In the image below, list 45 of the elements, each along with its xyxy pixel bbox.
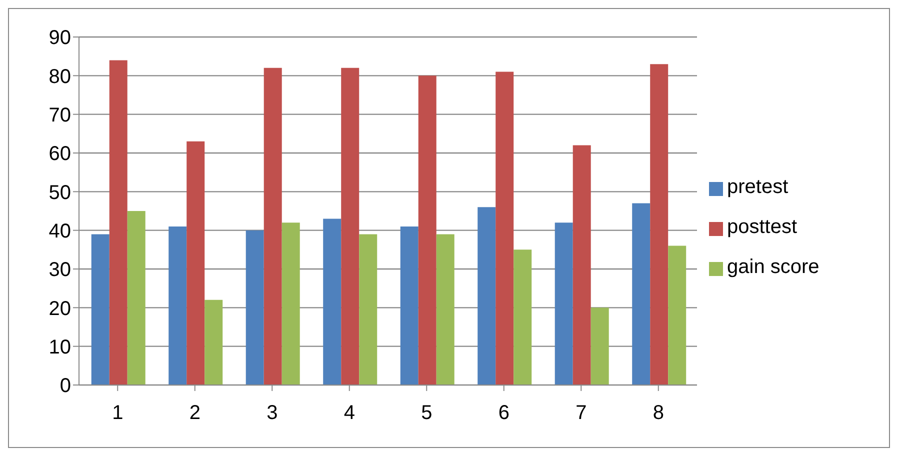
bar: [668, 246, 686, 385]
y-tick-label: 20: [48, 298, 71, 320]
bar: [496, 72, 514, 385]
y-tick-label: 50: [48, 182, 71, 204]
x-tick-label: 6: [498, 402, 510, 424]
x-tick-label: 8: [652, 402, 664, 424]
bar: [91, 234, 110, 385]
bar: [323, 218, 342, 385]
bar: [478, 207, 496, 385]
x-tick-label: 2: [189, 402, 200, 424]
bar: [109, 60, 128, 385]
y-tick-label: 80: [48, 66, 71, 88]
bar: [418, 76, 436, 385]
bar: [436, 234, 454, 385]
legend-label: pretest: [727, 176, 788, 198]
y-tick-label: 0: [60, 375, 71, 398]
legend-label: posttest: [727, 216, 798, 238]
bar: [264, 68, 282, 385]
bar: [168, 226, 187, 385]
x-tick-label: 5: [421, 402, 432, 424]
y-tick-label: 10: [48, 336, 71, 358]
bar: [127, 211, 146, 385]
bar: [572, 145, 591, 385]
y-tick-label: 40: [48, 220, 71, 242]
bar: [632, 203, 650, 385]
bar: [282, 222, 300, 385]
y-tick-label: 90: [48, 27, 71, 50]
y-tick-label: 70: [48, 104, 71, 126]
x-tick-label: 1: [112, 402, 124, 424]
bar: [359, 234, 378, 385]
y-tick-label: 60: [48, 143, 71, 166]
bar: [650, 64, 668, 385]
x-tick-label: 3: [266, 402, 278, 424]
bar: [554, 222, 573, 385]
bar: [204, 300, 223, 385]
bar: [514, 250, 532, 385]
bar: [341, 68, 360, 385]
bar: [400, 226, 418, 385]
bar: [246, 230, 264, 385]
y-tick-label: 30: [48, 259, 71, 282]
legend-label: gain score: [727, 256, 820, 278]
bar: [590, 308, 609, 385]
bar: [186, 141, 205, 385]
x-tick-label: 4: [344, 402, 355, 424]
x-tick-label: 7: [576, 402, 587, 424]
